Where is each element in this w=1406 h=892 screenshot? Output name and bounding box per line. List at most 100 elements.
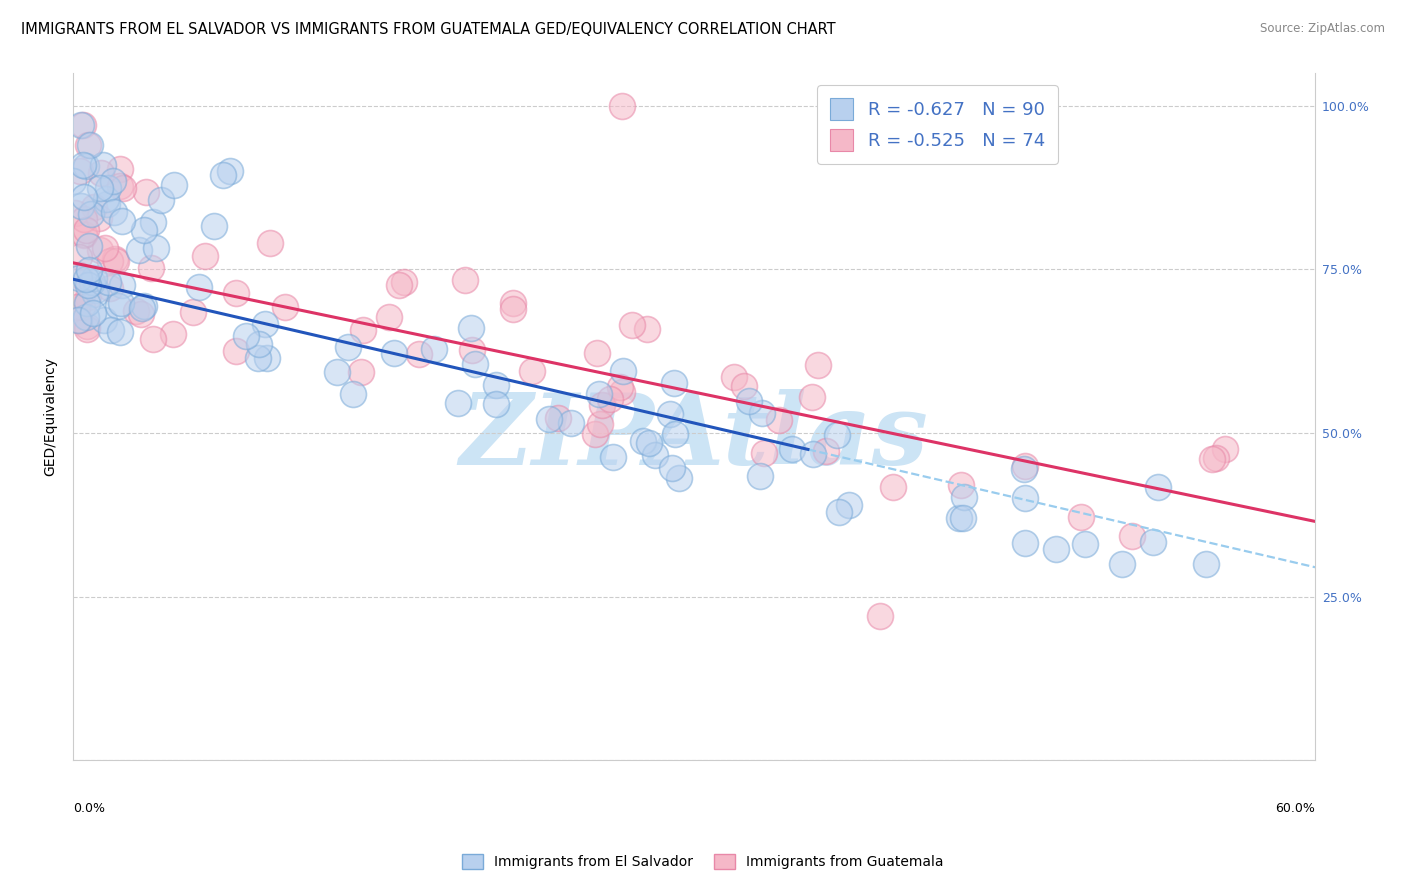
Point [662,376,685,391]
Point [768,413,790,427]
Point [108,325,131,339]
Point [72,158,94,172]
Point [949,478,972,492]
Point [62,174,84,188]
Point [194,249,217,263]
Point [454,273,477,287]
Point [134,222,156,236]
Point [1111,557,1133,571]
Point [547,410,569,425]
Legend: Immigrants from El Salvador, Immigrants from Guatemala: Immigrants from El Salvador, Immigrants … [457,848,949,874]
Point [256,351,278,365]
Point [460,321,482,335]
Point [485,396,508,410]
Point [1014,459,1036,474]
Point [253,318,276,332]
Point [110,179,132,194]
Point [142,214,165,228]
Point [337,341,360,355]
Point [423,342,446,356]
Point [825,428,848,442]
Point [163,178,186,192]
Point [342,387,364,401]
Point [1014,491,1036,506]
Point [589,417,612,431]
Point [644,448,666,462]
Point [460,343,482,357]
Point [738,393,761,408]
Point [94,192,117,206]
Point [520,364,543,378]
Point [104,254,127,268]
Point [98,254,121,268]
Point [538,411,561,425]
Point [247,351,270,365]
Point [801,447,824,461]
Point [181,305,204,319]
Point [89,181,111,195]
Point [752,445,775,459]
Text: IMMIGRANTS FROM EL SALVADOR VS IMMIGRANTS FROM GUATEMALA GED/EQUIVALENCY CORRELA: IMMIGRANTS FROM EL SALVADOR VS IMMIGRANT… [21,22,835,37]
Point [187,279,209,293]
Point [661,461,683,475]
Point [948,510,970,524]
Point [108,162,131,177]
Point [733,379,755,393]
Point [1142,535,1164,549]
Point [602,450,624,464]
Point [93,313,115,327]
Point [1074,537,1097,551]
Point [952,490,974,504]
Point [79,138,101,153]
Point [135,185,157,199]
Point [621,318,644,332]
Point [77,290,100,304]
Point [72,189,94,203]
Point [1014,535,1036,549]
Point [72,227,94,242]
Point [828,505,851,519]
Point [326,365,349,379]
Point [211,168,233,182]
Point [63,206,86,220]
Point [1147,480,1170,494]
Point [69,199,91,213]
Legend: R = -0.627   N = 90, R = -0.525   N = 74: R = -0.627 N = 90, R = -0.525 N = 74 [817,86,1057,164]
Point [610,385,633,400]
Point [585,346,607,360]
Point [93,158,115,172]
Point [349,365,371,379]
Point [1045,541,1067,556]
Point [77,263,100,277]
Point [609,380,631,394]
Point [67,268,90,282]
Point [83,270,105,285]
Point [77,239,100,253]
Point [75,159,97,173]
Text: 60.0%: 60.0% [1275,802,1315,814]
Point [111,214,134,228]
Point [235,328,257,343]
Point [76,322,98,336]
Point [599,392,621,406]
Point [801,390,824,404]
Point [162,327,184,342]
Point [70,288,93,302]
Point [76,295,98,310]
Point [104,252,127,266]
Text: Source: ZipAtlas.com: Source: ZipAtlas.com [1260,22,1385,36]
Point [502,301,524,316]
Point [70,119,93,133]
Point [98,280,121,294]
Point [869,609,891,624]
Point [139,261,162,276]
Point [637,435,659,450]
Point [1070,510,1092,524]
Point [631,434,654,449]
Point [588,386,610,401]
Point [131,301,153,315]
Point [1213,442,1236,457]
Text: ZIPAtlas: ZIPAtlas [460,389,928,485]
Point [100,323,122,337]
Point [952,511,974,525]
